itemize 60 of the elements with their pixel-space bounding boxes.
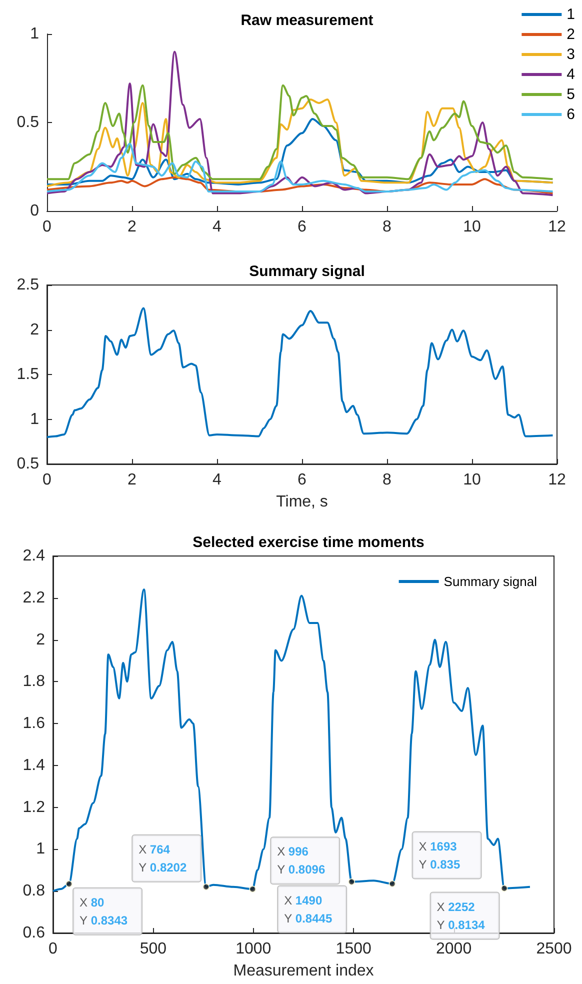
y-tick-label: 0.8 [22, 882, 46, 900]
line-series [46, 84, 554, 180]
y-tick-label: 2.5 [16, 276, 40, 294]
line-series [52, 588, 531, 893]
y-tick-label: 1.5 [16, 366, 40, 383]
chart-title: Summary signal [249, 263, 365, 280]
y-tick-label: 0 [30, 202, 40, 220]
line-series [46, 98, 554, 188]
y-tick-label: 1 [30, 26, 40, 42]
legend-label: 6 [566, 106, 575, 123]
y-tick-label: 0.5 [16, 114, 40, 131]
x-tick-label: 4 [212, 218, 222, 236]
annotation: X 2252 Y 0.8134 [436, 900, 486, 932]
y-tick-label: 1.8 [22, 673, 46, 690]
x-tick-label: 10 [463, 472, 481, 488]
y-tick-label: 0.5 [16, 456, 40, 472]
x-tick-label: 0 [48, 940, 58, 958]
x-tick-label: 2 [128, 218, 137, 236]
annotation: X 764 Y 0.8202 [138, 842, 187, 874]
annotation: X 1490 Y 0.8445 [284, 893, 332, 926]
x-tick-label: 2 [128, 472, 137, 488]
y-tick-label: 1 [30, 410, 40, 428]
y-tick-label: 1 [36, 840, 46, 858]
legend-label: 2 [566, 26, 575, 43]
x-tick-label: 1500 [336, 940, 372, 958]
line-series [46, 142, 554, 193]
x-tick-label: 2000 [436, 940, 472, 958]
y-tick-label: 2 [30, 321, 40, 338]
x-axis-title: Measurement index [233, 962, 374, 980]
annotation: X 1693 Y 0.835 [418, 839, 460, 872]
y-tick-label: 1.2 [22, 798, 46, 816]
y-tick-label: 2 [36, 631, 46, 648]
x-tick-label: 6 [298, 472, 307, 488]
legend-label: 3 [566, 46, 575, 63]
x-tick-label: 8 [382, 472, 392, 488]
x-tick-label: 10 [463, 218, 481, 236]
x-tick-label: 8 [382, 218, 392, 236]
y-tick-label: 2.4 [22, 548, 46, 564]
chart-title: Raw measurement [240, 12, 374, 29]
line-series [46, 50, 554, 196]
x-tick-label: 1000 [236, 940, 272, 958]
x-tick-label: 2500 [536, 940, 572, 958]
legend-label: 1 [566, 6, 575, 23]
x-tick-label: 4 [212, 472, 222, 488]
annotation: X 996 Y 0.8096 [277, 844, 326, 877]
annotation: X 80 Y 0.8343 [80, 895, 128, 928]
legend-label: 5 [566, 86, 575, 103]
x-axis-title: Time, s [276, 494, 328, 510]
x-tick-label: 12 [548, 218, 566, 236]
legend-label: Summary signal [444, 574, 538, 589]
y-tick-label: 1.6 [22, 715, 46, 732]
y-tick-label: 1.4 [22, 756, 46, 774]
x-tick-label: 6 [298, 218, 307, 236]
y-tick-label: 0.6 [22, 924, 46, 942]
chart-title: Selected exercise time moments [192, 534, 424, 551]
y-tick-label: 2.2 [22, 589, 46, 606]
x-tick-label: 12 [548, 472, 566, 488]
line-series [46, 307, 554, 438]
legend-label: 4 [566, 66, 575, 83]
x-tick-label: 500 [140, 940, 167, 958]
